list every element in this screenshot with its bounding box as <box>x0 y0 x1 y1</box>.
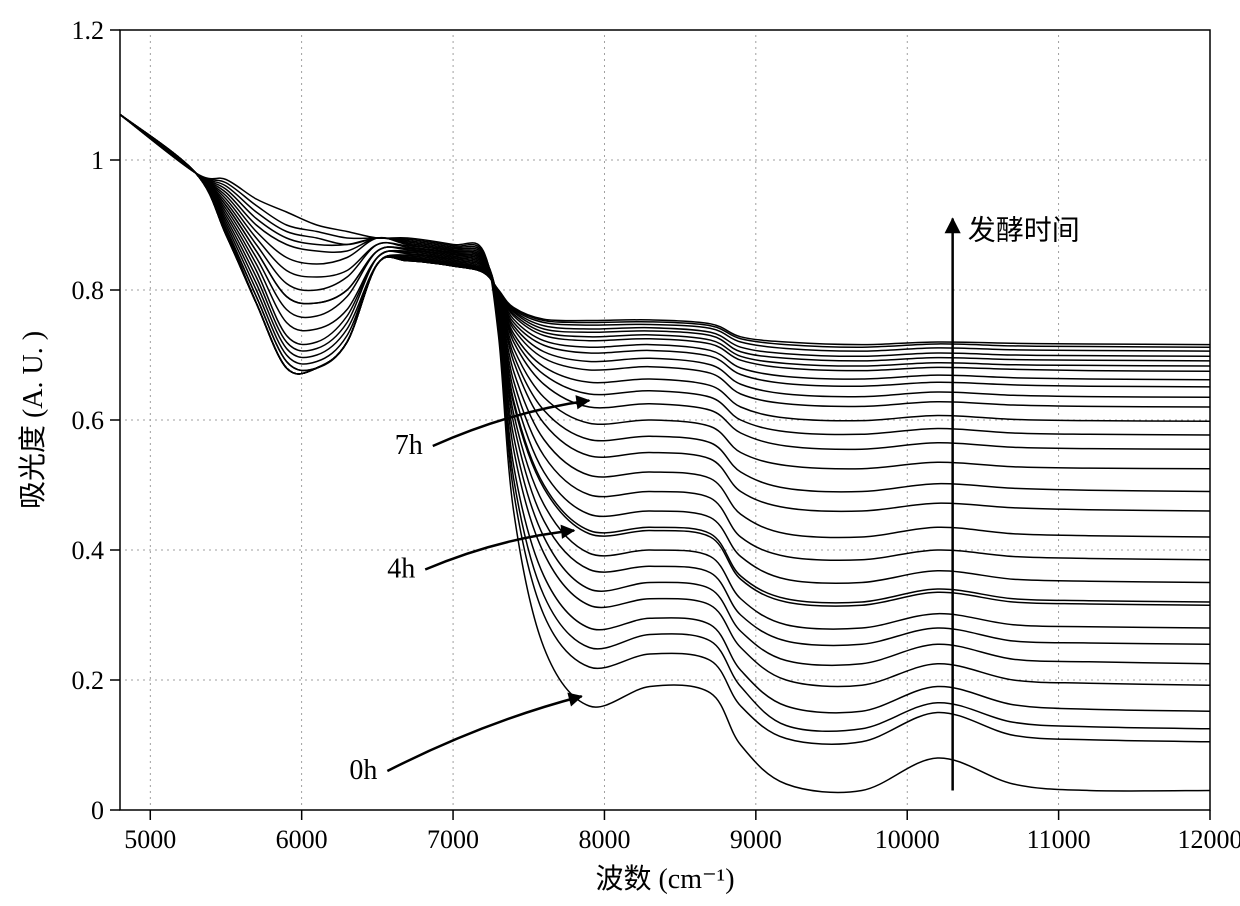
spectrum-line <box>120 115 1210 538</box>
spectrum-line <box>120 115 1210 732</box>
y-tick-label: 0.4 <box>72 536 105 565</box>
spectroscopy-chart: 5000 6000 7000 8000 9000 10000 11000 12000 0 0.2 0… <box>0 0 1240 906</box>
y-axis-label: 吸光度 (A. U. ) <box>17 331 49 509</box>
fermentation-label: 发酵时间 <box>968 215 1080 247</box>
spectrum-line <box>120 115 1210 492</box>
x-tick-label: 9000 <box>730 825 782 854</box>
x-tick-label: 8000 <box>578 825 630 854</box>
y-tick-label: 0.2 <box>72 666 105 695</box>
time-label: 7h <box>395 430 423 461</box>
y-tick-label: 0.8 <box>72 276 105 305</box>
spectrum-line <box>120 115 1210 450</box>
spectrum-line <box>120 115 1210 584</box>
x-axis-label: 波数 (cm⁻¹) <box>595 863 734 895</box>
spectrum-line <box>120 115 1210 713</box>
spectrum-line <box>120 115 1210 630</box>
y-tick-label: 1 <box>91 146 104 175</box>
x-tick-label: 12000 <box>1178 825 1240 854</box>
y-tick-label: 1.2 <box>72 16 105 45</box>
x-tick-label: 5000 <box>124 825 176 854</box>
spectrum-line <box>120 115 1210 666</box>
spectrum-line <box>120 115 1210 512</box>
spectrum-line <box>120 115 1210 435</box>
y-tick-label: 0 <box>91 796 104 825</box>
chart-svg: 5000 6000 7000 8000 9000 10000 11000 12000 0 0.2 0… <box>0 0 1240 906</box>
x-tick-label: 11000 <box>1027 825 1091 854</box>
time-label: 0h <box>349 755 377 786</box>
spectrum-line <box>120 115 1210 469</box>
x-tick-label: 6000 <box>276 825 328 854</box>
y-tick-label: 0.6 <box>72 406 105 435</box>
x-tick-label: 10000 <box>875 825 940 854</box>
time-label: 4h <box>387 554 415 585</box>
x-tick-label: 7000 <box>427 825 479 854</box>
annotation-arrow <box>387 696 581 771</box>
spectrum-line <box>120 115 1210 745</box>
